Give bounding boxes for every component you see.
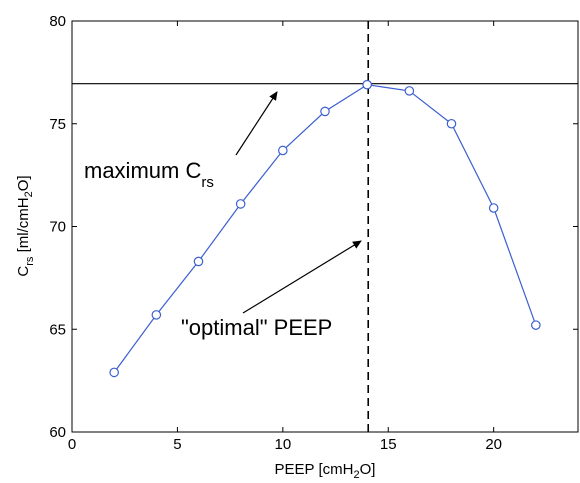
x-axis-ticks: 0 5 10 15 20: [68, 21, 502, 453]
y-tick-label: 75: [49, 116, 66, 133]
x-tick-label: 20: [485, 436, 502, 453]
annotation-maximum-main: maximum C: [84, 158, 201, 183]
data-point: [278, 145, 288, 156]
data-point: [404, 86, 415, 96]
annotation-maximum-crs: maximum Crs: [84, 158, 214, 191]
data-point: [151, 310, 162, 320]
y-tick-label: 80: [49, 13, 66, 30]
x-tick-label: 5: [173, 436, 181, 453]
data-point: [193, 256, 204, 267]
data-point: [446, 118, 457, 129]
series-points: [109, 79, 541, 378]
annotation-optimal-arrow: [242, 240, 362, 314]
y-axis-title: Crs [ml/cmH2O]: [15, 175, 36, 276]
y-tick-label: 65: [49, 321, 66, 338]
annotation-maximum-arrow: [235, 91, 278, 156]
annotation-maximum-sub: rs: [201, 174, 214, 191]
x-tick-label: 15: [380, 436, 397, 453]
x-axis-title: PEEP [cmH2O]: [275, 461, 376, 481]
y-axis-ticks: 60 65 70 75 80: [49, 13, 578, 441]
plot-area: [71, 20, 579, 433]
data-point: [235, 199, 246, 209]
data-point: [362, 79, 372, 90]
y-tick-label: 70: [49, 219, 66, 236]
x-tick-label: 10: [274, 436, 291, 453]
data-point: [320, 106, 330, 117]
data-point: [488, 203, 499, 213]
data-point: [531, 320, 541, 330]
annotation-optimal-peep: "optimal" PEEP: [181, 315, 332, 340]
x-tick-label: 0: [68, 436, 76, 453]
y-tick-label: 60: [49, 424, 66, 441]
data-point: [109, 367, 119, 378]
